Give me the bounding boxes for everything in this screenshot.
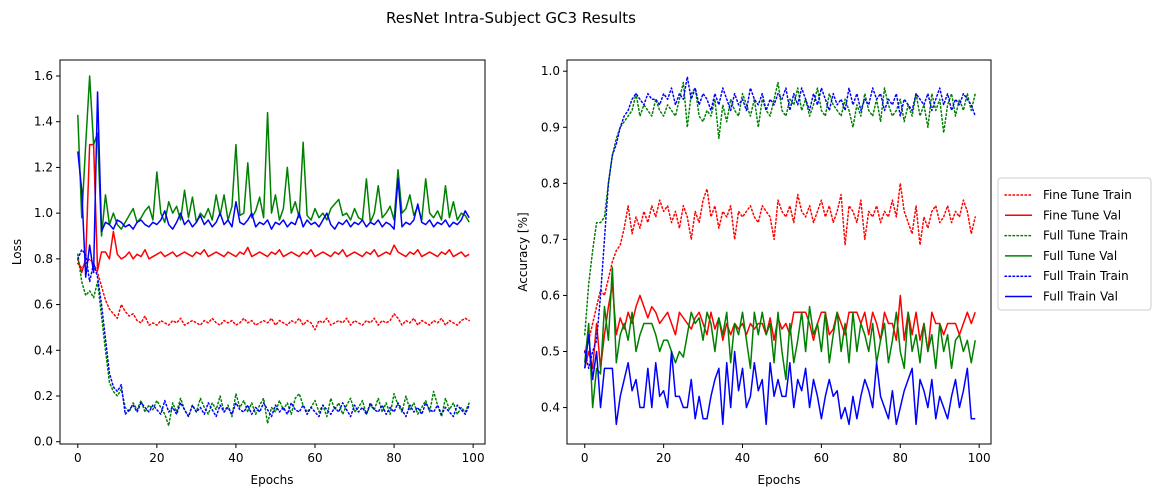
loss-xlabel: Epochs <box>251 473 294 487</box>
loss-series-full-train-val <box>77 91 470 278</box>
legend-box <box>997 177 1152 311</box>
legend-label-full-train-train: Full Train Train <box>1043 269 1129 283</box>
accuracy-xtick-label: 100 <box>968 451 991 465</box>
accuracy-xtick-label: 40 <box>735 451 750 465</box>
accuracy-xtick-label: 60 <box>814 451 829 465</box>
loss-ytick-label: 0.2 <box>34 389 53 403</box>
accuracy-ytick-label: 0.6 <box>541 288 560 302</box>
accuracy-ytick-label: 1.0 <box>541 64 560 78</box>
accuracy-series-full-tune-val <box>584 266 976 409</box>
loss-xtick-label: 20 <box>149 451 164 465</box>
loss-series-fine-tune-val <box>77 143 470 274</box>
loss-ytick-label: 0.8 <box>34 252 53 266</box>
accuracy-xtick-label: 80 <box>893 451 908 465</box>
loss-xtick-label: 100 <box>462 451 485 465</box>
loss-series-fine-tune-train <box>77 258 470 331</box>
figure-suptitle: ResNet Intra-Subject GC3 Results <box>386 9 636 27</box>
loss-series-full-tune-val <box>77 75 470 237</box>
accuracy-xlabel: Epochs <box>758 473 801 487</box>
loss-ylabel: Loss <box>10 239 24 265</box>
accuracy-series-fine-tune-val <box>584 283 976 370</box>
accuracy-panel: 0 20 40 60 80 100 0.4 0.5 0.6 0.7 0.8 0.9 1.0 Epochs… <box>516 59 992 487</box>
accuracy-series-fine-tune-train <box>584 182 976 353</box>
accuracy-ytick-label: 0.5 <box>541 345 560 359</box>
accuracy-plot-lines <box>584 76 976 426</box>
accuracy-ylabel: Accuracy [%] <box>516 212 530 291</box>
legend-label-fine-tune-train: Fine Tune Train <box>1043 188 1132 202</box>
loss-ytick-label: 1.4 <box>34 115 53 129</box>
loss-ytick-label: 1.6 <box>34 69 53 83</box>
legend-label-fine-tune-val: Fine Tune Val <box>1043 208 1121 222</box>
loss-xtick-label: 80 <box>386 451 401 465</box>
accuracy-ytick-label: 0.4 <box>541 401 560 415</box>
loss-xtick-label: 60 <box>307 451 322 465</box>
accuracy-ticks: 0 20 40 60 80 100 0.4 0.5 0.6 0.7 0.8 0.9 1.0 <box>541 64 991 465</box>
accuracy-xtick-label: 20 <box>656 451 671 465</box>
loss-panel: 0 20 40 60 80 1000.00.20.40.60.81.01.21.41.6 … <box>10 59 486 487</box>
loss-ytick-label: 1.0 <box>34 206 53 220</box>
loss-xtick-label: 40 <box>228 451 243 465</box>
accuracy-ytick-label: 0.8 <box>541 176 560 190</box>
legend: Fine Tune Train Fine Tune Val Full Tune Tr… <box>997 177 1152 311</box>
accuracy-axes-frame <box>566 59 992 445</box>
accuracy-ytick-label: 0.9 <box>541 120 560 134</box>
loss-plot-lines <box>77 75 470 427</box>
accuracy-ytick-label: 0.7 <box>541 232 560 246</box>
loss-series-full-train-train <box>77 248 470 418</box>
loss-ytick-label: 0.6 <box>34 298 53 312</box>
accuracy-series-full-train-train <box>584 76 976 370</box>
accuracy-xtick-label: 0 <box>581 451 589 465</box>
loss-axes-frame <box>59 59 486 445</box>
accuracy-series-full-train-val <box>584 333 976 426</box>
legend-label-full-train-val: Full Train Val <box>1043 290 1118 304</box>
loss-ticks: 0 20 40 60 80 100 0.0 0.2 0.4 0.6 0.8 1.0 1.2 1.4 1.6 <box>34 69 485 465</box>
legend-label-full-tune-val: Full Tune Val <box>1043 249 1117 263</box>
loss-ytick-label: 1.2 <box>34 160 53 174</box>
loss-ytick-label: 0.0 <box>34 435 53 449</box>
loss-ytick-label: 0.4 <box>34 343 53 357</box>
loss-xtick-label: 0 <box>74 451 82 465</box>
legend-label-full-tune-train: Full Tune Train <box>1043 229 1128 243</box>
